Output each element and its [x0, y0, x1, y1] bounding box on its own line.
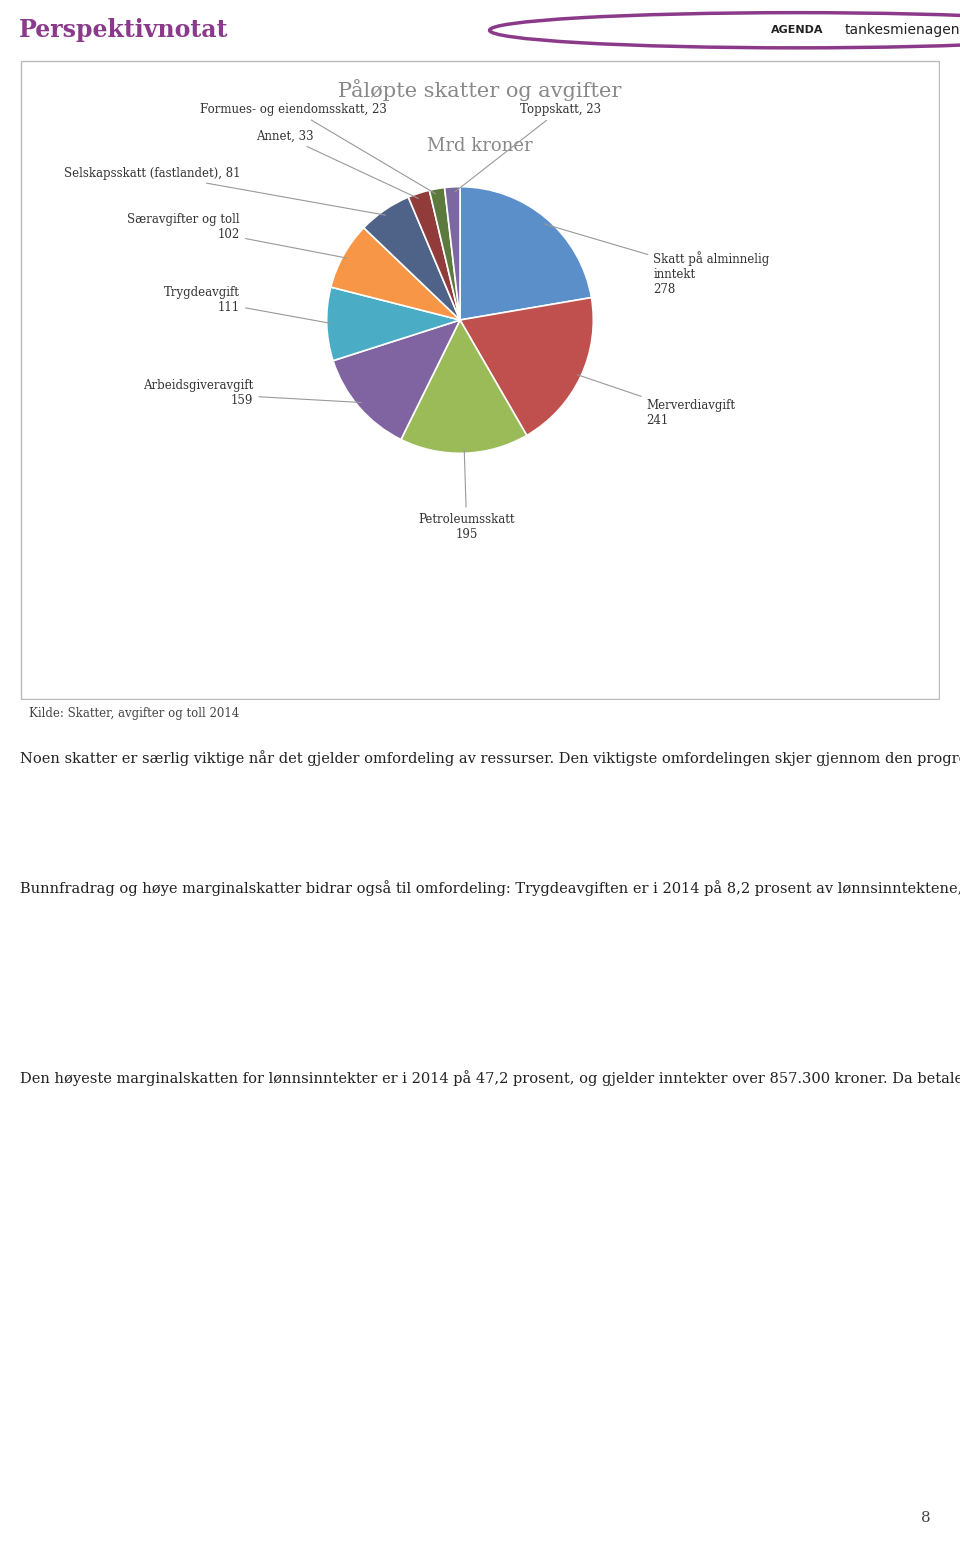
Text: Påløpte skatter og avgifter: Påløpte skatter og avgifter — [338, 79, 622, 101]
Text: Petroleumsskatt
195: Petroleumsskatt 195 — [419, 449, 515, 540]
Wedge shape — [429, 188, 460, 320]
Wedge shape — [444, 186, 460, 320]
Wedge shape — [326, 287, 460, 360]
Wedge shape — [408, 189, 460, 320]
Wedge shape — [333, 320, 460, 439]
Wedge shape — [460, 186, 591, 320]
Text: Merverdiavgift
241: Merverdiavgift 241 — [577, 374, 735, 427]
Text: 8: 8 — [922, 1511, 931, 1525]
Text: Mrd kroner: Mrd kroner — [427, 137, 533, 155]
Text: Formues- og eiendomsskatt, 23: Formues- og eiendomsskatt, 23 — [200, 102, 436, 194]
Text: Arbeidsgiveravgift
159: Arbeidsgiveravgift 159 — [143, 379, 361, 407]
Wedge shape — [401, 320, 527, 453]
Text: Perspektivnotat: Perspektivnotat — [19, 19, 228, 42]
Text: Trygdeavgift
111: Trygdeavgift 111 — [164, 286, 330, 323]
Text: Den høyeste marginalskatten for lønnsinntekter er i 2014 på 47,2 prosent, og gje: Den høyeste marginalskatten for lønnsinn… — [20, 1070, 960, 1086]
Text: Bunnfradrag og høye marginalskatter bidrar også til omfordeling: Trygdeavgiften : Bunnfradrag og høye marginalskatter bidr… — [20, 881, 960, 896]
Text: AGENDA: AGENDA — [771, 25, 823, 36]
FancyBboxPatch shape — [21, 61, 939, 699]
Text: tankesmienagenda.no: tankesmienagenda.no — [845, 23, 960, 37]
Text: Noen skatter er særlig viktige når det gjelder omfordeling av ressurser. Den vik: Noen skatter er særlig viktige når det g… — [20, 750, 960, 766]
Text: Skatt på alminnelig
inntekt
278: Skatt på alminnelig inntekt 278 — [544, 224, 770, 295]
Text: Kilde: Skatter, avgifter og toll 2014: Kilde: Skatter, avgifter og toll 2014 — [30, 708, 240, 721]
Wedge shape — [364, 197, 460, 320]
Text: Toppskatt, 23: Toppskatt, 23 — [455, 102, 601, 193]
Wedge shape — [331, 228, 460, 320]
Text: Selskapsskatt (fastlandet), 81: Selskapsskatt (fastlandet), 81 — [63, 166, 386, 216]
Text: Annet, 33: Annet, 33 — [255, 129, 419, 199]
Wedge shape — [460, 298, 593, 435]
Text: Særavgifter og toll
102: Særavgifter og toll 102 — [128, 213, 347, 258]
